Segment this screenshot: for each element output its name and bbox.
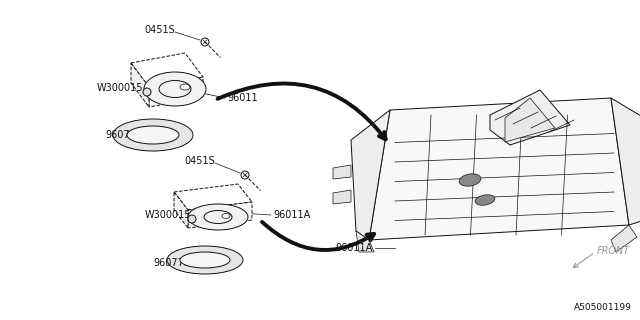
Text: FRONT: FRONT	[597, 246, 630, 256]
Text: A505001199: A505001199	[574, 303, 632, 312]
Polygon shape	[188, 202, 252, 228]
Polygon shape	[369, 98, 629, 240]
Polygon shape	[351, 110, 390, 240]
Ellipse shape	[180, 252, 230, 268]
Ellipse shape	[144, 72, 206, 106]
Polygon shape	[505, 98, 555, 142]
Ellipse shape	[188, 204, 248, 230]
Polygon shape	[490, 90, 570, 145]
Circle shape	[188, 215, 196, 223]
Ellipse shape	[475, 195, 495, 205]
Text: 96077E: 96077E	[105, 130, 142, 140]
Ellipse shape	[113, 119, 193, 151]
Polygon shape	[131, 63, 149, 107]
Text: 96011A: 96011A	[273, 210, 310, 220]
Ellipse shape	[127, 126, 179, 144]
Polygon shape	[333, 190, 351, 204]
Text: 96077F: 96077F	[153, 258, 189, 268]
Polygon shape	[333, 165, 351, 179]
Text: 96011: 96011	[227, 93, 258, 103]
Polygon shape	[174, 192, 188, 228]
Text: W300015: W300015	[97, 83, 143, 93]
Polygon shape	[149, 77, 203, 107]
Ellipse shape	[459, 174, 481, 186]
Text: W300015: W300015	[145, 210, 191, 220]
Polygon shape	[356, 231, 374, 252]
Polygon shape	[611, 98, 640, 225]
Text: 0451S: 0451S	[184, 156, 215, 166]
Text: 96011A: 96011A	[335, 243, 372, 253]
Circle shape	[143, 88, 151, 96]
Polygon shape	[611, 225, 637, 252]
Text: 0451S: 0451S	[144, 25, 175, 35]
Ellipse shape	[167, 246, 243, 274]
